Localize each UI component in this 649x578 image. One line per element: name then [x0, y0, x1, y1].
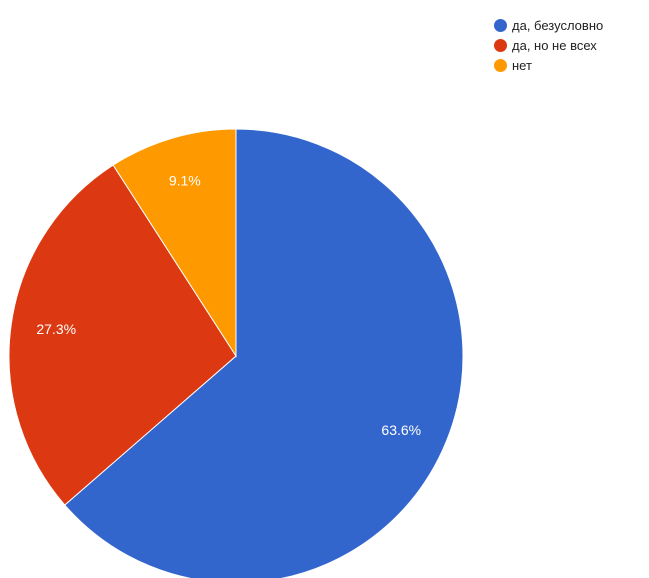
- legend-swatch-icon: [494, 58, 507, 72]
- legend-item: нет: [494, 55, 646, 75]
- slice-value-label: 63.6%: [381, 422, 421, 438]
- legend-swatch-icon: [494, 18, 507, 32]
- legend-label: да, но не всех: [512, 37, 597, 53]
- legend-label: да, безусловно: [512, 17, 604, 33]
- legend-item: да, безусловно: [494, 15, 646, 35]
- legend-swatch-icon: [494, 38, 507, 52]
- pie-labels: 63.6% 27.3% 9.1%: [36, 172, 421, 437]
- legend-label: нет: [512, 57, 532, 73]
- pie-slice: [112, 128, 237, 358]
- chart-legend: да, безусловно да, но не всех нет: [494, 15, 646, 75]
- pie-slice: [64, 128, 464, 578]
- slice-value-label: 27.3%: [36, 321, 76, 337]
- slice-value-label: 9.1%: [169, 172, 201, 188]
- legend-item: да, но не всех: [494, 35, 646, 55]
- pie-slices: [8, 128, 464, 578]
- pie-slice: [8, 164, 237, 506]
